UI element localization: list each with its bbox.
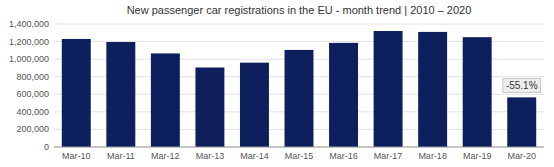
x-tick-label: Mar-10	[62, 151, 91, 161]
y-tick-label: 600,000	[16, 89, 49, 99]
bar	[507, 97, 536, 147]
x-tick-label: Mar-16	[329, 151, 358, 161]
y-tick-label: 400,000	[16, 107, 49, 117]
y-tick-labels: 0 200,000 400,000 600,000 800,000 1,000,000 1,…	[9, 19, 49, 152]
y-tick-label: 1,200,000	[9, 37, 49, 47]
x-tick-labels: Mar-10 Mar-11 Mar-12 Mar-13 Mar-14 Mar-15 Mar-…	[62, 151, 536, 161]
chart-svg: New passenger car registrations in the E…	[0, 0, 554, 167]
y-tick-label: 1,400,000	[9, 19, 49, 29]
bar	[195, 67, 224, 147]
bar	[62, 39, 91, 147]
title: New passenger car registrations in the E…	[127, 4, 472, 16]
annotation-box	[503, 78, 541, 92]
chart-container: New passenger car registrations in the E…	[0, 0, 554, 167]
x-tick-label: Mar-11	[107, 151, 135, 161]
grid-line	[54, 147, 544, 148]
annotations: -55.1%	[503, 78, 541, 92]
x-tick-label: Mar-15	[285, 151, 314, 161]
x-tick-label: Mar-18	[418, 151, 447, 161]
x-tick-label: Mar-20	[507, 151, 536, 161]
bar	[285, 50, 314, 147]
bar	[418, 32, 447, 147]
bar	[240, 63, 269, 147]
x-tick-label: Mar-14	[240, 151, 269, 161]
bar	[151, 53, 180, 147]
grid-line	[54, 24, 544, 25]
bar	[106, 42, 135, 147]
y-tick-label: 1,000,000	[9, 54, 49, 64]
x-axis-line	[54, 147, 544, 148]
x-tick-label: Mar-13	[196, 151, 225, 161]
x-tick-label: Mar-17	[374, 151, 403, 161]
bar	[329, 43, 358, 147]
y-tick-label: 200,000	[16, 124, 49, 134]
bar	[374, 31, 403, 147]
bars	[62, 31, 536, 147]
x-tick-label: Mar-12	[151, 151, 180, 161]
y-tick-label: 0	[44, 142, 49, 152]
x-tick-label: Mar-19	[463, 151, 492, 161]
bar	[463, 37, 492, 147]
grid	[54, 24, 544, 147]
annotation: -55.1%	[506, 80, 538, 91]
y-tick-label: 800,000	[16, 72, 49, 82]
